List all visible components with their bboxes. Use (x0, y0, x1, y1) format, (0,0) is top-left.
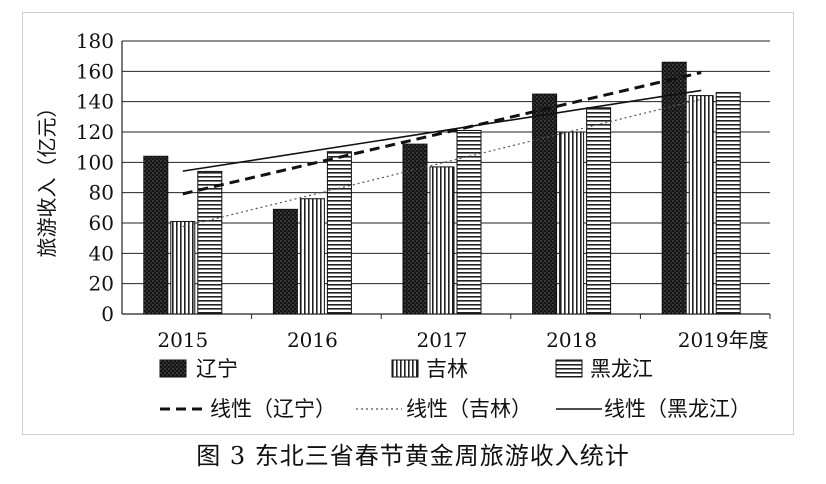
x-category-label: 2017 (417, 328, 468, 352)
bar-0-2 (402, 143, 428, 315)
bars (143, 61, 741, 315)
y-tick-label: 140 (76, 90, 114, 114)
y-tick-label: 180 (76, 29, 114, 53)
chart: 0 20 40 60 80 100 120 140 160 180 旅游收入（亿元） 2015 2016… (35, 29, 771, 421)
bar-2-3 (586, 107, 612, 315)
tick-labels: 0 20 40 60 80 100 120 140 160 180 旅游收入（亿元） 2015 2016… (35, 29, 769, 352)
bar-0-1 (272, 208, 298, 315)
legend-label-2: 黑龙江 (590, 357, 653, 381)
bar-0-3 (532, 93, 558, 315)
y-tick-label: 160 (76, 59, 114, 83)
figure-caption: 图 3 东北三省春节黄金周旅游收入统计 (196, 442, 630, 470)
bar-1-2 (429, 166, 455, 315)
y-tick-label: 100 (76, 150, 114, 174)
bar-0-0 (143, 155, 169, 315)
bar-0-4 (661, 61, 687, 315)
y-tick-label: 20 (89, 272, 114, 296)
bar-1-4 (688, 95, 714, 315)
legend-trend-label-2: 线性（黑龙江） (604, 397, 751, 421)
legend-trend-label-0: 线性（辽宁） (210, 397, 336, 421)
y-tick-label: 60 (89, 211, 114, 235)
legend-swatch-2 (555, 359, 583, 378)
trendlines (182, 71, 702, 228)
trendline-0 (182, 71, 702, 196)
bar-1-0 (170, 220, 196, 315)
bar-2-4 (715, 92, 741, 315)
x-category-label: 2015 (157, 328, 208, 352)
y-tick-label: 40 (89, 241, 114, 265)
y-tick-label: 120 (76, 120, 114, 144)
x-category-label: 2018 (546, 328, 597, 352)
x-category-label: 2016 (287, 328, 338, 352)
bar-1-1 (299, 198, 325, 315)
legend-swatch-1 (391, 359, 419, 378)
legend-label-1: 吉林 (426, 357, 468, 381)
bar-2-2 (456, 129, 482, 315)
trendline-1 (182, 98, 702, 228)
x-category-label: 2019年度 (678, 328, 769, 352)
bar-2-1 (326, 151, 352, 315)
bar-1-3 (559, 131, 585, 315)
y-tick-label: 80 (89, 181, 114, 205)
bar-2-0 (197, 170, 223, 315)
legend-trend-label-1: 线性（吉林） (406, 397, 532, 421)
legend-label-0: 辽宁 (196, 357, 238, 381)
trendline-2 (182, 89, 702, 172)
y-axis-title: 旅游收入（亿元） (35, 98, 59, 258)
y-tick-label: 0 (101, 302, 114, 326)
legend-swatch-0 (159, 359, 187, 378)
